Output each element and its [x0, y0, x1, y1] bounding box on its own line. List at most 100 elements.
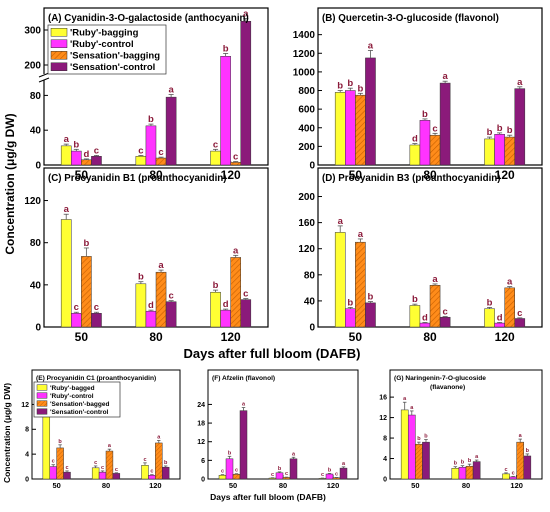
- x-tick-label: 80: [423, 330, 437, 344]
- data-label: b: [454, 461, 458, 467]
- bar: [494, 322, 505, 328]
- data-label: a: [168, 85, 174, 96]
- panel-title: (B) Quercetin-3-O-glucoside (flavonol): [322, 13, 499, 24]
- bar: [514, 318, 526, 328]
- data-label: a: [157, 434, 161, 440]
- bar: [282, 477, 291, 480]
- data-label: a: [292, 451, 296, 457]
- legend-swatch: [36, 384, 48, 391]
- bar: [63, 471, 71, 480]
- bar: [339, 467, 348, 480]
- data-label: b: [468, 458, 472, 464]
- data-label: b: [424, 434, 428, 440]
- bar: [71, 150, 82, 166]
- panel-title: (C) Procyanidin B1 (proanthocyanidin): [48, 173, 227, 184]
- data-label: c: [504, 467, 507, 473]
- bar: [240, 299, 252, 328]
- axis-break-mark: [38, 72, 50, 78]
- y-tick-label: 18: [197, 421, 205, 428]
- legend-entry: 'Ruby'-control: [70, 39, 134, 50]
- data-label: b: [487, 297, 493, 308]
- bar: [415, 443, 423, 480]
- x-tick-label: 120: [149, 481, 162, 490]
- y-tick-label: 300: [24, 26, 41, 37]
- data-label: a: [158, 260, 164, 271]
- y-tick-label: 200: [298, 192, 315, 203]
- y-tick-label: 0: [309, 323, 315, 334]
- data-label: a: [368, 40, 374, 51]
- bar: [504, 136, 515, 166]
- data-label: c: [221, 469, 224, 475]
- x-tick-label: 120: [221, 330, 241, 344]
- bar: [409, 144, 421, 166]
- x-tick-label: 120: [510, 481, 523, 490]
- panel-e: 0481250acbc80ccac120ccab(E) Procyanidin …: [21, 369, 181, 490]
- y-tick-label: 0: [25, 476, 29, 483]
- bar: [42, 415, 51, 480]
- data-label: a: [442, 71, 448, 82]
- bar: [422, 441, 430, 480]
- bar: [91, 313, 102, 328]
- bar: [268, 477, 277, 480]
- data-label: d: [412, 134, 418, 145]
- data-label: b: [357, 83, 363, 94]
- data-label: c: [321, 472, 324, 478]
- data-label: b: [487, 127, 493, 138]
- bar: [451, 468, 460, 480]
- bar: [275, 472, 284, 480]
- bar: [49, 466, 57, 480]
- bar: [494, 134, 505, 166]
- bar: [155, 442, 163, 480]
- bar: [289, 458, 298, 480]
- bar: [230, 257, 241, 328]
- legend-entry: 'Sensation'-control: [70, 62, 155, 73]
- data-label: b: [164, 460, 168, 466]
- y-tick-label: 12: [379, 415, 387, 422]
- bar: [112, 473, 121, 480]
- x-tick-label: 80: [423, 168, 437, 182]
- data-label: d: [148, 300, 154, 311]
- x-tick-label: 50: [229, 481, 237, 490]
- bar: [141, 465, 149, 480]
- data-label: c: [243, 289, 248, 300]
- data-label: b: [58, 439, 62, 445]
- data-label: b: [223, 43, 229, 54]
- y-tick-label: 12: [197, 439, 205, 446]
- data-label: c: [235, 468, 238, 474]
- data-label: c: [432, 123, 437, 134]
- data-label: c: [138, 145, 143, 156]
- data-label: b: [417, 436, 421, 442]
- bar: [225, 458, 234, 480]
- data-label: c: [52, 459, 55, 465]
- x-tick-label: 120: [221, 168, 241, 182]
- bar: [409, 305, 421, 328]
- y-tick-label: 80: [30, 91, 42, 102]
- bar: [334, 232, 346, 328]
- bar: [98, 471, 107, 480]
- y-tick-label: 400: [298, 123, 315, 134]
- y-tick-label: 0: [35, 323, 41, 334]
- panel-title: (E) Procyanidin C1 (proanthocyanidin): [36, 375, 156, 382]
- y-tick-label: 40: [304, 296, 316, 307]
- data-label: b: [278, 466, 282, 472]
- y-tick-label: 40: [30, 280, 42, 291]
- bar: [318, 478, 327, 480]
- x-tick-label: 80: [149, 330, 163, 344]
- bar: [161, 466, 170, 480]
- bar: [155, 271, 167, 328]
- y-tick-label: 200: [24, 61, 41, 72]
- y-tick-label: 0: [35, 161, 41, 172]
- data-label: b: [213, 280, 219, 291]
- legend-entry: 'Ruby'-bagging: [70, 27, 139, 38]
- data-label: a: [64, 204, 70, 215]
- legend-swatch: [50, 28, 68, 37]
- y-tick-label: 80: [304, 270, 316, 281]
- legend-swatch: [50, 51, 68, 60]
- legend-entry: 'Sensation'-bagged: [50, 401, 109, 408]
- panel-title: (D) Procyanidin B3 (proanthocyanidin): [322, 173, 501, 184]
- data-label: c: [442, 307, 447, 318]
